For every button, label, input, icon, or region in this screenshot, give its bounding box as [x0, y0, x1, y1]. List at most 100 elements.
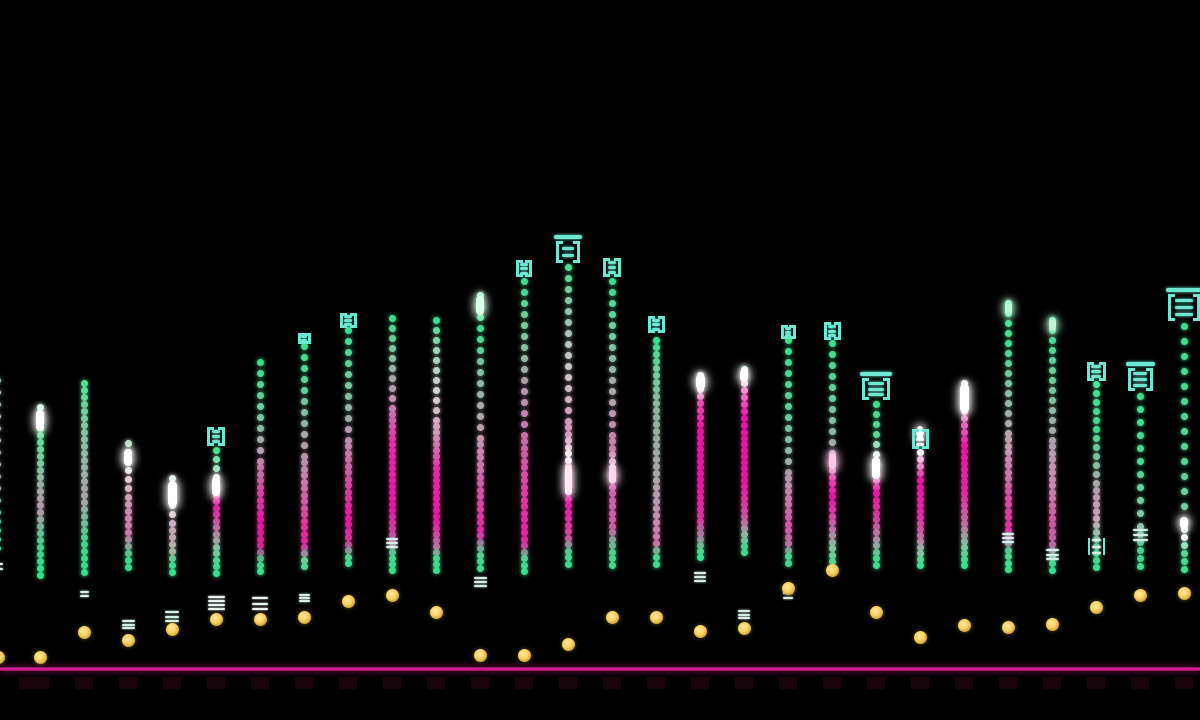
- column-dot: [652, 504, 660, 512]
- column-dot: [960, 495, 968, 503]
- column-dot: [652, 427, 660, 435]
- column-dot: [1092, 563, 1100, 571]
- column-dot: [1004, 501, 1012, 508]
- column-dot: [652, 525, 660, 533]
- column-dot: [696, 541, 704, 549]
- column-dot: [740, 464, 748, 472]
- column-dot: [300, 353, 308, 361]
- column-dot: [80, 428, 88, 436]
- column-dot: [1004, 436, 1012, 443]
- column-dot: [652, 371, 660, 379]
- column-dot: [300, 375, 308, 383]
- column-dot: [1004, 389, 1012, 397]
- column-dot: [36, 564, 44, 572]
- column-dot: [1048, 469, 1056, 476]
- column-dot: [828, 512, 836, 520]
- column-dot: [872, 496, 880, 504]
- column-dot: [564, 351, 572, 359]
- column-dot: [784, 446, 792, 454]
- column-dot: [960, 465, 968, 473]
- mini-bar: [1132, 534, 1148, 536]
- mini-bar: [1132, 529, 1148, 531]
- column-dot: [784, 501, 792, 508]
- column-dot: [1048, 356, 1056, 364]
- column-dot: [300, 364, 308, 372]
- column-dot: [828, 525, 836, 533]
- column-dot: [212, 446, 220, 454]
- bounce-ball: [0, 650, 5, 664]
- glow-segment: [872, 457, 880, 479]
- bounce-ball: [1089, 600, 1103, 614]
- column-dot: [608, 483, 616, 491]
- column-dot: [388, 488, 396, 496]
- mini-bar: [0, 568, 3, 570]
- column-dot: [432, 376, 440, 384]
- column-dot: [388, 506, 396, 514]
- column-dot: [1004, 349, 1012, 357]
- column-dot: [256, 529, 264, 536]
- column-dot: [652, 364, 660, 372]
- column-dot: [872, 509, 880, 517]
- column-dot: [1136, 444, 1144, 452]
- column-dot: [212, 524, 220, 531]
- bounce-ball: [77, 625, 91, 639]
- column-dot: [520, 496, 528, 504]
- column-dot: [784, 533, 792, 541]
- mini-bar: [79, 595, 89, 597]
- column-dot: [520, 310, 528, 318]
- column-dot: [300, 537, 308, 544]
- column-dot: [388, 458, 396, 466]
- column-dot: [36, 487, 44, 495]
- column-dot: [1180, 442, 1188, 450]
- column-dot: [784, 553, 792, 560]
- column-dot: [476, 368, 484, 376]
- column-dot: [256, 561, 264, 569]
- column-dot: [740, 512, 748, 520]
- column-dot: [124, 514, 132, 522]
- column-dot: [344, 348, 352, 356]
- mini-bar: [207, 600, 225, 602]
- column-dot: [1004, 475, 1012, 482]
- column-dot: [1136, 522, 1144, 530]
- column-dot: [1004, 546, 1012, 554]
- column-dot: [696, 517, 704, 525]
- column-dot: [740, 536, 748, 544]
- cap-bar: [828, 329, 836, 333]
- column-dot: [168, 519, 176, 527]
- column-dot: [36, 438, 44, 446]
- column-dot: [520, 516, 528, 523]
- column-dot: [652, 420, 660, 428]
- column-dot: [740, 518, 748, 526]
- mini-bar: [1091, 545, 1101, 548]
- column-dot: [740, 446, 748, 454]
- column-dot: [608, 555, 616, 562]
- mini-bar: [1002, 537, 1014, 539]
- mini-bar: [1045, 549, 1059, 551]
- column-dot: [432, 346, 440, 354]
- column-dot: [1180, 487, 1188, 495]
- mini-bars-icon: [473, 577, 487, 587]
- column-dot: [344, 488, 352, 496]
- column-dot: [432, 434, 440, 442]
- column-dot: [740, 421, 748, 429]
- mini-bar: [121, 620, 135, 622]
- column-dot: [960, 441, 968, 449]
- bounce-ball: [341, 594, 355, 608]
- column-dot: [916, 455, 924, 463]
- column-dot: [564, 456, 572, 464]
- column-dot: [652, 518, 660, 526]
- column-dot: [1092, 521, 1100, 529]
- column-dot: [1048, 514, 1056, 522]
- column-dot: [1004, 566, 1012, 573]
- column-dot: [476, 434, 484, 442]
- column-dot: [1180, 533, 1188, 541]
- column-dot: [784, 347, 792, 355]
- column-dot: [432, 440, 440, 448]
- column-dot: [212, 569, 220, 577]
- column-dot: [1180, 352, 1188, 360]
- column-dot: [1048, 436, 1056, 444]
- column-dot: [1092, 380, 1100, 388]
- bounce-ball: [825, 563, 839, 577]
- column-dot: [36, 515, 44, 523]
- column-dot: [564, 560, 572, 568]
